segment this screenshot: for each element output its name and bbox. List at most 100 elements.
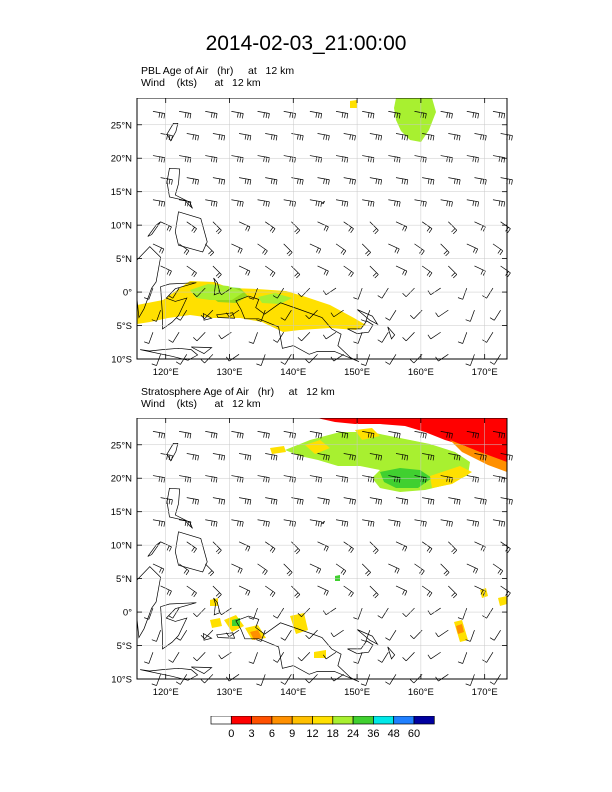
coastline bbox=[347, 640, 374, 654]
wind-barb bbox=[362, 519, 375, 527]
wind-barb bbox=[309, 431, 323, 439]
wind-barb bbox=[335, 475, 349, 483]
wind-barb bbox=[257, 519, 270, 527]
wind-barb bbox=[151, 674, 161, 686]
wind-barb bbox=[231, 519, 244, 527]
wind-barb bbox=[152, 155, 166, 163]
wind-barb bbox=[152, 199, 166, 207]
wind-barb bbox=[160, 265, 172, 276]
wind-barb bbox=[362, 155, 375, 163]
lat-tick-label: 5°N bbox=[116, 254, 132, 265]
wind-barb bbox=[291, 541, 301, 555]
wind-barb bbox=[272, 607, 285, 619]
wind-barb bbox=[500, 265, 511, 278]
wind-barb bbox=[317, 265, 329, 276]
wind-barb bbox=[265, 177, 278, 185]
lon-tick-label: 120°E bbox=[153, 367, 179, 378]
lon-tick-label: 130°E bbox=[217, 367, 243, 378]
coastline bbox=[213, 277, 221, 296]
coastline bbox=[166, 443, 179, 462]
wind-barb bbox=[395, 265, 408, 276]
wind-barb bbox=[280, 629, 292, 641]
colorbar-box bbox=[230, 716, 252, 725]
wind-barb bbox=[283, 519, 296, 527]
wind-barb bbox=[168, 287, 180, 299]
wind-barb bbox=[474, 133, 487, 141]
wind-barb bbox=[388, 431, 401, 439]
wind-barb bbox=[388, 475, 401, 483]
lon-tick-label: 170°E bbox=[472, 367, 498, 378]
colorbar-label: 3 bbox=[248, 728, 255, 740]
wind-barb bbox=[474, 177, 487, 185]
wind-barb bbox=[421, 541, 433, 553]
coastline bbox=[191, 666, 213, 675]
wind-barb bbox=[239, 133, 252, 141]
wind-barb bbox=[448, 541, 458, 555]
wind-barb bbox=[193, 607, 206, 617]
wind-barb bbox=[388, 199, 401, 207]
lat-tick-label: 10°N bbox=[111, 221, 132, 232]
wind-barb bbox=[212, 497, 226, 505]
coastline bbox=[136, 246, 161, 319]
map-title: 2014-02-03_21:00:00 bbox=[205, 32, 407, 55]
wind-barb bbox=[218, 287, 232, 296]
wind-barb bbox=[322, 651, 337, 660]
wind-barb bbox=[186, 265, 197, 278]
wind-barb bbox=[291, 221, 301, 235]
wind-barb bbox=[492, 431, 506, 439]
wind-barb bbox=[193, 651, 206, 662]
wind-barb bbox=[474, 453, 487, 461]
wind-barb bbox=[280, 309, 292, 321]
wind-barb bbox=[212, 221, 222, 235]
wind-barb bbox=[343, 541, 354, 553]
wind-barb bbox=[440, 431, 453, 439]
coastline bbox=[321, 520, 325, 525]
wind-barb bbox=[427, 331, 441, 340]
wind-barb bbox=[212, 265, 222, 279]
wind-barb bbox=[297, 331, 311, 342]
panel2-variable-label: Stratosphere Age of Air (hr) at 12 km bbox=[141, 386, 335, 398]
wind-barb bbox=[474, 497, 487, 505]
wind-barb bbox=[435, 629, 449, 638]
wind-barb bbox=[248, 607, 258, 620]
wind-barb bbox=[257, 199, 270, 207]
wind-barb bbox=[474, 585, 486, 596]
wind-barb bbox=[369, 541, 379, 555]
wind-barb bbox=[291, 265, 301, 279]
colorbar-box bbox=[393, 716, 415, 725]
coastline bbox=[387, 646, 396, 660]
coastline bbox=[356, 629, 379, 646]
wind-barb bbox=[388, 243, 400, 254]
wind-barb bbox=[226, 629, 240, 638]
wind-barb bbox=[238, 221, 251, 232]
wind-barb bbox=[361, 563, 371, 577]
wind-barb bbox=[330, 674, 344, 682]
coastline bbox=[160, 602, 197, 650]
wind-barb bbox=[440, 563, 450, 577]
wind-barb bbox=[440, 155, 453, 163]
colorbar-box bbox=[291, 716, 313, 725]
wind-barb bbox=[231, 243, 243, 254]
wind-barb bbox=[466, 431, 479, 439]
wind-barb bbox=[256, 630, 266, 642]
wind-barb bbox=[257, 155, 270, 163]
wind-barb bbox=[465, 630, 475, 642]
wind-barb bbox=[248, 287, 258, 300]
wind-barb bbox=[322, 287, 337, 296]
wind-barb bbox=[448, 265, 458, 279]
wind-barb bbox=[489, 629, 501, 641]
colorbar-label: 18 bbox=[326, 728, 339, 740]
wind-barb bbox=[160, 133, 173, 141]
wind-barb bbox=[414, 563, 425, 576]
wind-barb bbox=[448, 177, 461, 185]
coastline bbox=[235, 615, 360, 683]
coastline bbox=[216, 632, 236, 639]
map-frame-panel2 bbox=[136, 418, 508, 680]
map-frame-panel1 bbox=[136, 98, 508, 360]
pbl-age-plume-north-edge bbox=[350, 100, 357, 108]
wind-barb bbox=[466, 199, 479, 207]
colorbar-label: 0 bbox=[228, 728, 235, 740]
wind-barb bbox=[427, 287, 441, 296]
wind-barb bbox=[144, 607, 154, 620]
wind-barb bbox=[151, 354, 161, 366]
